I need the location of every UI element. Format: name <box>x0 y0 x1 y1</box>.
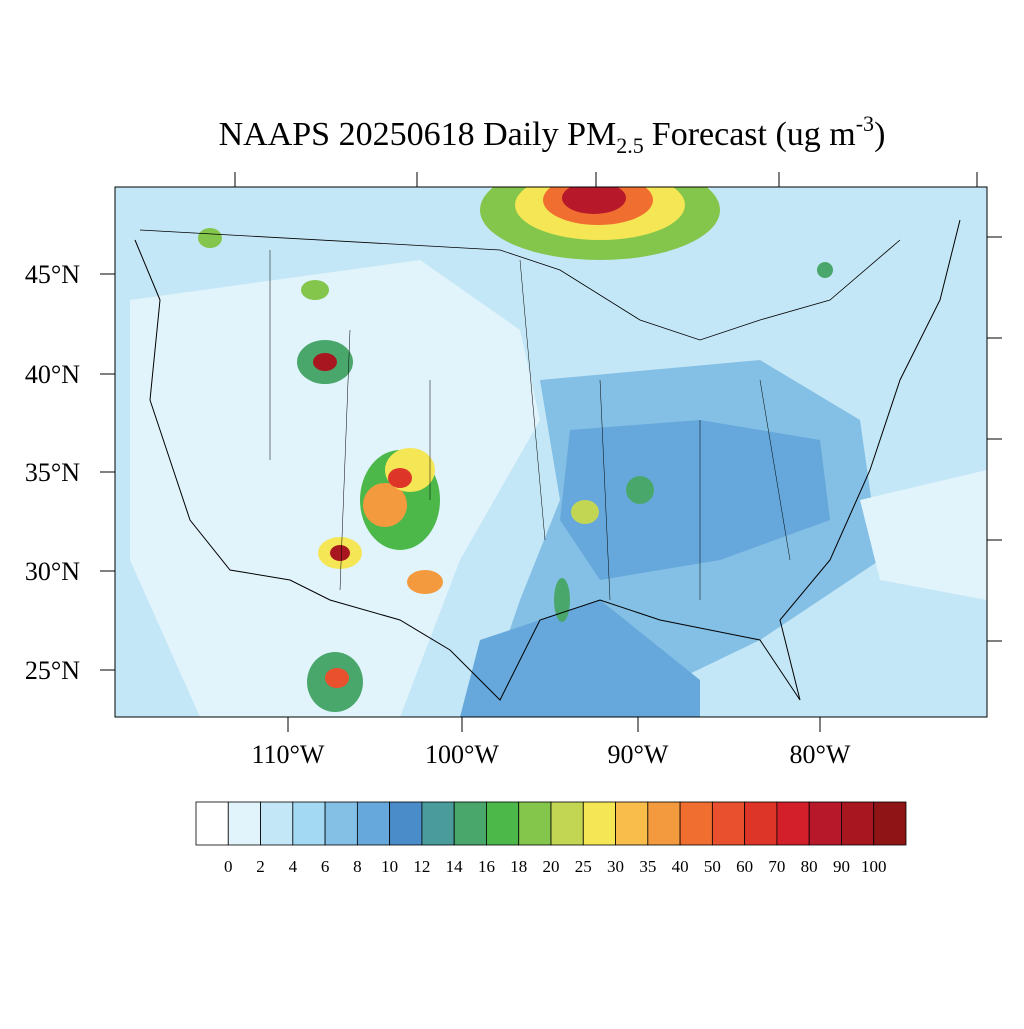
colorbar-box <box>227 801 261 846</box>
colorbar-box <box>582 801 616 846</box>
lat-label: 45°N <box>25 260 80 289</box>
colorbar-label: 70 <box>768 857 785 876</box>
colorbar-label: 100 <box>861 857 887 876</box>
title-superscript: -3 <box>856 111 874 136</box>
title: NAAPS 20250618 Daily PM2.5 Forecast (ug m… <box>219 111 886 158</box>
colorbar-label: 25 <box>575 857 592 876</box>
colorbar-label: 40 <box>672 857 689 876</box>
colorbar-box <box>389 801 423 846</box>
lon-label: 110°W <box>252 740 325 769</box>
lon-label: 100°W <box>425 740 499 769</box>
title-after: Forecast (ug m <box>652 116 856 153</box>
colorbar-box <box>292 801 326 846</box>
title-main: NAAPS 20250618 Daily PM <box>219 116 617 153</box>
colorbar-box <box>808 801 842 846</box>
colorbar: 0 2 4 6 8 10 12 14 16 18 20 25 30 35 40 50 60 70 80 90 100 <box>195 801 907 876</box>
lat-label: 25°N <box>25 656 80 685</box>
colorbar-label: 8 <box>353 857 362 876</box>
title-close: ) <box>874 116 885 153</box>
colorbar-box <box>356 801 391 846</box>
map-frame <box>114 186 988 718</box>
lat-label: 40°N <box>25 360 80 389</box>
colorbar-label: 30 <box>607 857 624 876</box>
colorbar-label: 10 <box>381 857 398 876</box>
colorbar-label: 12 <box>413 857 430 876</box>
colorbar-label: 4 <box>289 857 298 876</box>
lon-label: 90°W <box>608 740 669 769</box>
colorbar-box <box>647 801 681 846</box>
colorbar-box <box>195 801 229 846</box>
colorbar-label: 50 <box>704 857 721 876</box>
colorbar-box <box>518 801 552 846</box>
colorbar-box <box>776 801 810 846</box>
colorbar-box <box>421 801 455 846</box>
colorbar-box <box>873 801 907 846</box>
axis-labels: 45°N 40°N 35°N 30°N 25°N 110°W 100°W 90°W 80°W <box>25 260 851 769</box>
colorbar-box <box>453 801 487 846</box>
colorbar-label: 20 <box>543 857 560 876</box>
lat-label: 35°N <box>25 458 80 487</box>
colorbar-label: 0 <box>224 857 233 876</box>
colorbar-label: 60 <box>736 857 753 876</box>
title-subscript: 2.5 <box>616 133 644 158</box>
map-field <box>115 187 987 717</box>
colorbar-label: 35 <box>639 857 656 876</box>
lat-label: 30°N <box>25 557 80 586</box>
colorbar-box <box>550 801 584 846</box>
colorbar-box <box>260 801 294 846</box>
colorbar-label: 18 <box>510 857 527 876</box>
axis-ticks <box>234 172 1002 642</box>
colorbar-label: 2 <box>256 857 265 876</box>
colorbar-label: 6 <box>321 857 330 876</box>
colorbar-label: 14 <box>446 857 464 876</box>
colorbar-box <box>324 801 358 846</box>
lon-label: 80°W <box>790 740 851 769</box>
colorbar-box <box>711 801 746 846</box>
colorbar-label: 80 <box>801 857 818 876</box>
colorbar-box <box>841 801 875 846</box>
colorbar-box <box>679 801 713 846</box>
colorbar-box <box>486 801 520 846</box>
colorbar-box <box>744 801 778 846</box>
colorbar-label: 90 <box>833 857 850 876</box>
colorbar-label: 16 <box>478 857 495 876</box>
colorbar-box <box>615 801 649 846</box>
